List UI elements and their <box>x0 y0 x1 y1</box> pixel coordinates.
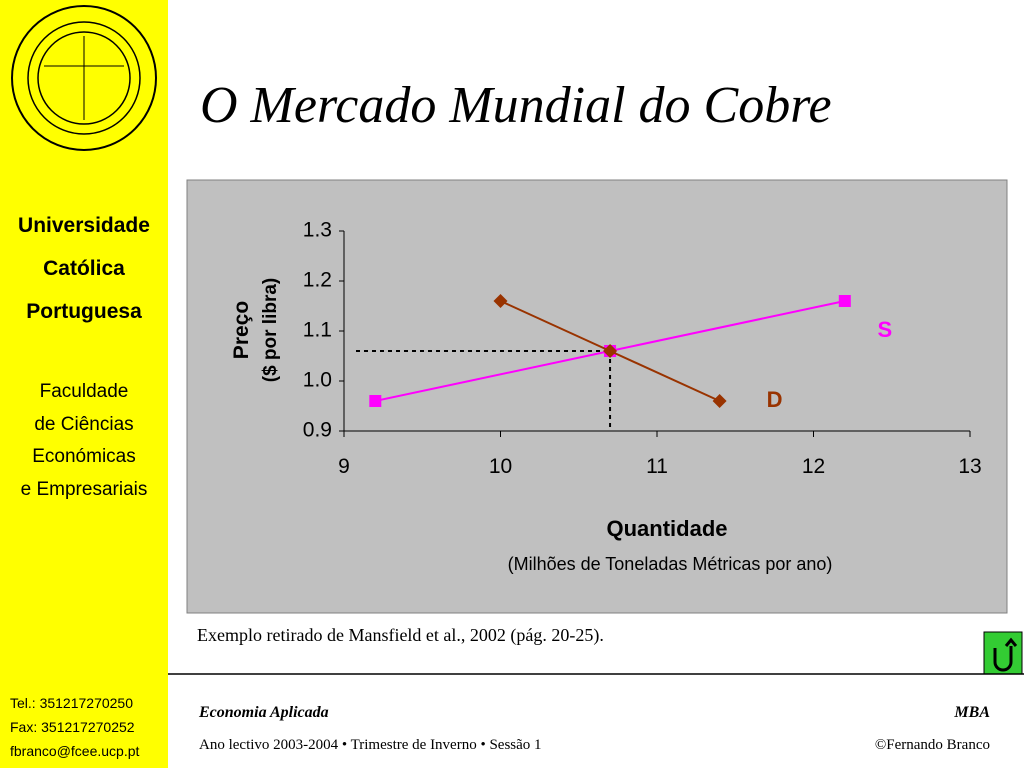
footer: Economia Aplicada MBA Ano lectivo 2003-2… <box>198 704 990 753</box>
contacts: Tel.: 351217270250 Fax: 351217270252 fbr… <box>10 695 140 759</box>
program: MBA <box>953 704 990 721</box>
institution-line: Portuguesa <box>26 300 142 323</box>
slide-title: O Mercado Mundial do Cobre <box>200 77 832 134</box>
home-button[interactable] <box>983 631 1023 675</box>
y-tick-label: 0.9 <box>303 419 332 442</box>
session: Ano lectivo 2003-2004 • Trimestre de Inv… <box>199 737 542 753</box>
x-tick-label: 9 <box>338 455 350 478</box>
y-tick-label: 1.1 <box>303 319 332 342</box>
x-tick-label: 12 <box>802 455 825 478</box>
faculty-line: Faculdade <box>40 381 129 402</box>
x-tick-label: 10 <box>489 455 512 478</box>
chart: 0.9 1.0 1.1 1.2 1.3 9 10 11 12 13 Quantidade (Milhõ… <box>230 219 982 574</box>
author: ©Fernando Branco <box>875 737 990 753</box>
institution-line: Católica <box>43 257 125 280</box>
marker <box>369 395 382 407</box>
y-axis-note: ($ por libra) <box>260 278 281 383</box>
course: Economia Aplicada <box>198 704 329 721</box>
faculty-line: e Empresariais <box>21 479 148 500</box>
series-label: S <box>877 317 892 342</box>
faculty-line: Económicas <box>32 446 136 467</box>
institution: Universidade Católica Portuguesa <box>18 214 150 323</box>
y-tick-label: 1.2 <box>303 269 332 292</box>
marker <box>838 295 851 307</box>
marker <box>493 294 508 308</box>
chart-area <box>186 179 1008 614</box>
x-tick-label: 11 <box>646 455 668 478</box>
contact: fbranco@fcee.ucp.pt <box>10 743 140 759</box>
x-tick-label: 13 <box>958 455 981 478</box>
faculty-line: de Ciências <box>34 414 133 435</box>
x-axis-note: (Milhões de Toneladas Métricas por ano) <box>508 554 833 574</box>
contact: Fax: 351217270252 <box>10 719 135 735</box>
source-note: Exemplo retirado de Mansfield et al., 20… <box>197 625 604 646</box>
logo <box>11 5 157 151</box>
x-axis-label: Quantidade <box>606 516 727 541</box>
marker <box>712 394 727 408</box>
y-axis-label: Preço <box>230 301 253 359</box>
faculty: Faculdade de Ciências Económicas e Empre… <box>21 381 148 500</box>
series-label: D <box>767 387 783 412</box>
sidebar <box>0 0 168 768</box>
marker <box>603 344 618 358</box>
institution-line: Universidade <box>18 214 150 237</box>
y-tick-label: 1.0 <box>303 369 332 392</box>
contact: Tel.: 351217270250 <box>10 695 133 711</box>
y-tick-label: 1.3 <box>303 219 332 242</box>
